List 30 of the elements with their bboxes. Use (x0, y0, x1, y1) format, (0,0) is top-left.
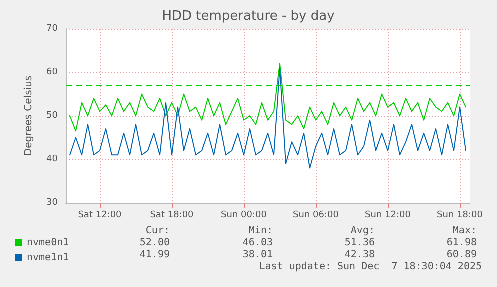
text: 61.98 (446, 238, 477, 248)
y-tick-label: 60 (46, 68, 58, 78)
text: Min: (248, 226, 273, 236)
text: Avg: (350, 226, 375, 236)
legend-label: nvme1n1 (27, 252, 70, 264)
x-tick-label: Sun 06:00 (293, 210, 340, 220)
y-tick-label: 40 (46, 154, 58, 164)
x-tick-label: Sun 00:00 (221, 210, 268, 220)
legend-label: nvme0n1 (27, 238, 70, 248)
text: Last update: Sun Dec 7 18:30:04 2025 (259, 262, 482, 272)
text: Cur: (146, 226, 170, 236)
y-tick-label: 30 (46, 198, 58, 208)
text: 42.38 (344, 250, 375, 260)
y-tick-label: 50 (46, 111, 58, 121)
x-tick-label: Sun 12:00 (365, 210, 412, 220)
text: 38.01 (242, 250, 273, 260)
text: 41.99 (140, 250, 170, 260)
y-tick-label: 70 (46, 24, 58, 34)
x-tick-label: Sat 12:00 (78, 210, 122, 220)
text: Max: (452, 226, 477, 236)
x-tick-label: Sat 18:00 (150, 210, 194, 220)
line-series (70, 63, 466, 132)
x-tick-label: Sun 18:00 (437, 210, 484, 220)
y-axis-title: Degrees Celsius (24, 76, 34, 156)
chart-title: HDD temperature - by day (162, 9, 336, 24)
line-series (70, 68, 466, 169)
text: 46.03 (242, 238, 273, 248)
text: 60.89 (446, 250, 477, 260)
text: 51.36 (344, 238, 375, 248)
text: 52.00 (140, 238, 170, 248)
